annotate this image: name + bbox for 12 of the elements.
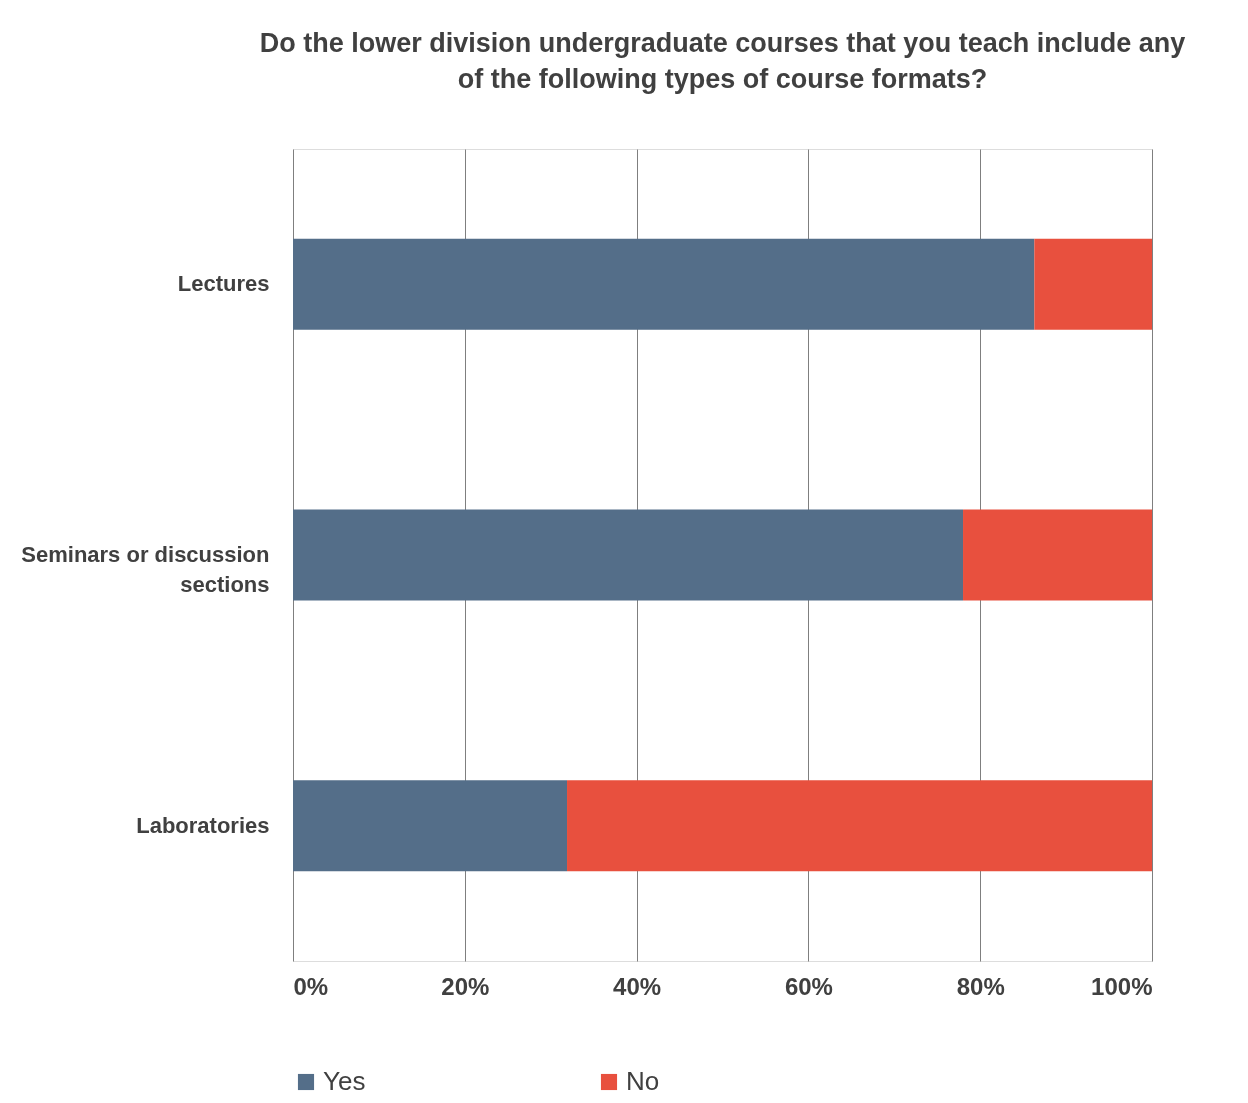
y-tick-label: Lectures	[177, 271, 270, 297]
y-tick-label: Seminars or discussion sections	[21, 542, 270, 597]
x-tick-label: 60%	[784, 972, 833, 1000]
legend-label: No	[626, 1066, 660, 1096]
x-tick-label: 20%	[441, 972, 490, 1000]
x-tick-label: 40%	[613, 972, 662, 1000]
legend-label: Yes	[323, 1066, 366, 1096]
x-tick-label: 100%	[1091, 972, 1153, 1000]
chart-title: Do the lower division undergraduate courses that you teach include any of the following types of course formats?	[259, 28, 1186, 94]
y-tick-label: Laboratories	[136, 812, 270, 838]
x-tick-label: 0%	[293, 972, 329, 1000]
x-tick-label: 80%	[956, 972, 1005, 1000]
